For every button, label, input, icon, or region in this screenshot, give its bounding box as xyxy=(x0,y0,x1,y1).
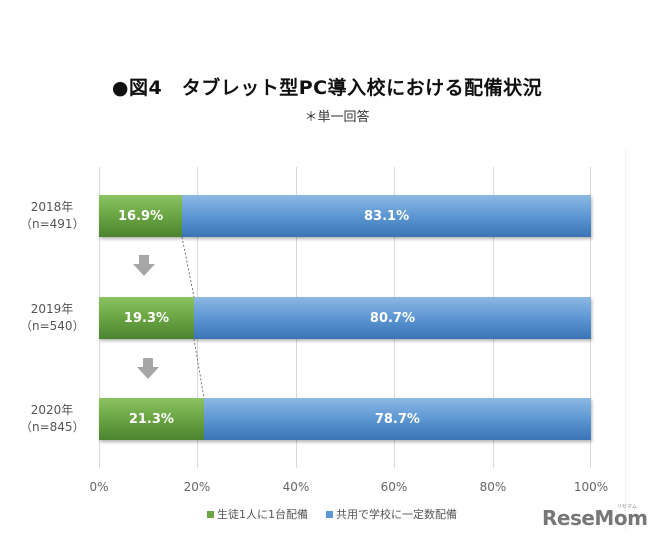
chart-title: ●図4 タブレット型PC導入校における配備状況 xyxy=(111,77,543,99)
chart-frame-border xyxy=(625,150,626,530)
category-label-2019: 2019年 （n=540） xyxy=(20,301,85,335)
chart-subtitle: ＊単一回答 xyxy=(304,110,370,125)
x-tick-80: 80% xyxy=(479,480,507,494)
bar-2019: 19.3% 80.7% xyxy=(99,297,591,339)
data-label: 16.9% xyxy=(118,208,164,224)
category-label-2018: 2018年 （n=491） xyxy=(20,199,85,233)
bar-segment-one-per-student: 19.3% xyxy=(99,297,194,339)
down-arrow-icon xyxy=(133,255,155,276)
bar-segment-one-per-student: 16.9% xyxy=(99,195,183,237)
resemom-logo-kana: リセマム xyxy=(617,504,638,510)
data-label: 78.7% xyxy=(374,411,420,427)
x-tick-40: 40% xyxy=(282,480,310,494)
data-label: 83.1% xyxy=(364,208,410,224)
year-label: 2020年 xyxy=(30,403,74,417)
x-tick-100: 100% xyxy=(573,480,609,494)
bar-2020: 21.3% 78.7% xyxy=(99,398,591,440)
legend-item-one-per-student: 生徒1人に1台配備 xyxy=(207,506,308,522)
sample-size-label: （n=845） xyxy=(20,420,85,434)
bar-segment-one-per-student: 21.3% xyxy=(99,398,204,440)
x-tick-60: 60% xyxy=(380,480,408,494)
year-label: 2018年 xyxy=(30,200,74,214)
legend-swatch-blue xyxy=(326,510,333,518)
data-label: 80.7% xyxy=(369,310,416,326)
bar-segment-shared: 78.7% xyxy=(203,398,591,440)
sample-size-label: （n=540） xyxy=(20,319,85,333)
legend-swatch-green xyxy=(207,510,214,518)
sample-size-label: （n=491） xyxy=(20,217,85,231)
legend-label: 生徒1人に1台配備 xyxy=(217,508,308,521)
legend: 生徒1人に1台配備 共用で学校に一定数配備 xyxy=(0,506,654,522)
year-label: 2019年 xyxy=(30,302,74,316)
legend-item-shared: 共用で学校に一定数配備 xyxy=(326,506,457,522)
x-tick-20: 20% xyxy=(183,480,211,494)
bar-segment-shared: 83.1% xyxy=(182,195,591,237)
legend-label: 共用で学校に一定数配備 xyxy=(336,508,457,521)
down-arrow-icon xyxy=(137,358,159,379)
bar-segment-shared: 80.7% xyxy=(193,297,591,339)
category-label-2020: 2020年 （n=845） xyxy=(20,402,85,436)
x-tick-0: 0% xyxy=(89,480,109,494)
bar-2018: 16.9% 83.1% xyxy=(99,195,591,237)
resemom-logo: ReseMom xyxy=(542,506,648,530)
data-label: 21.3% xyxy=(128,411,174,427)
data-label: 19.3% xyxy=(123,310,170,326)
plot-area: 16.9% 83.1% 19.3% 80.7% 21.3% 78.7% xyxy=(99,167,591,468)
